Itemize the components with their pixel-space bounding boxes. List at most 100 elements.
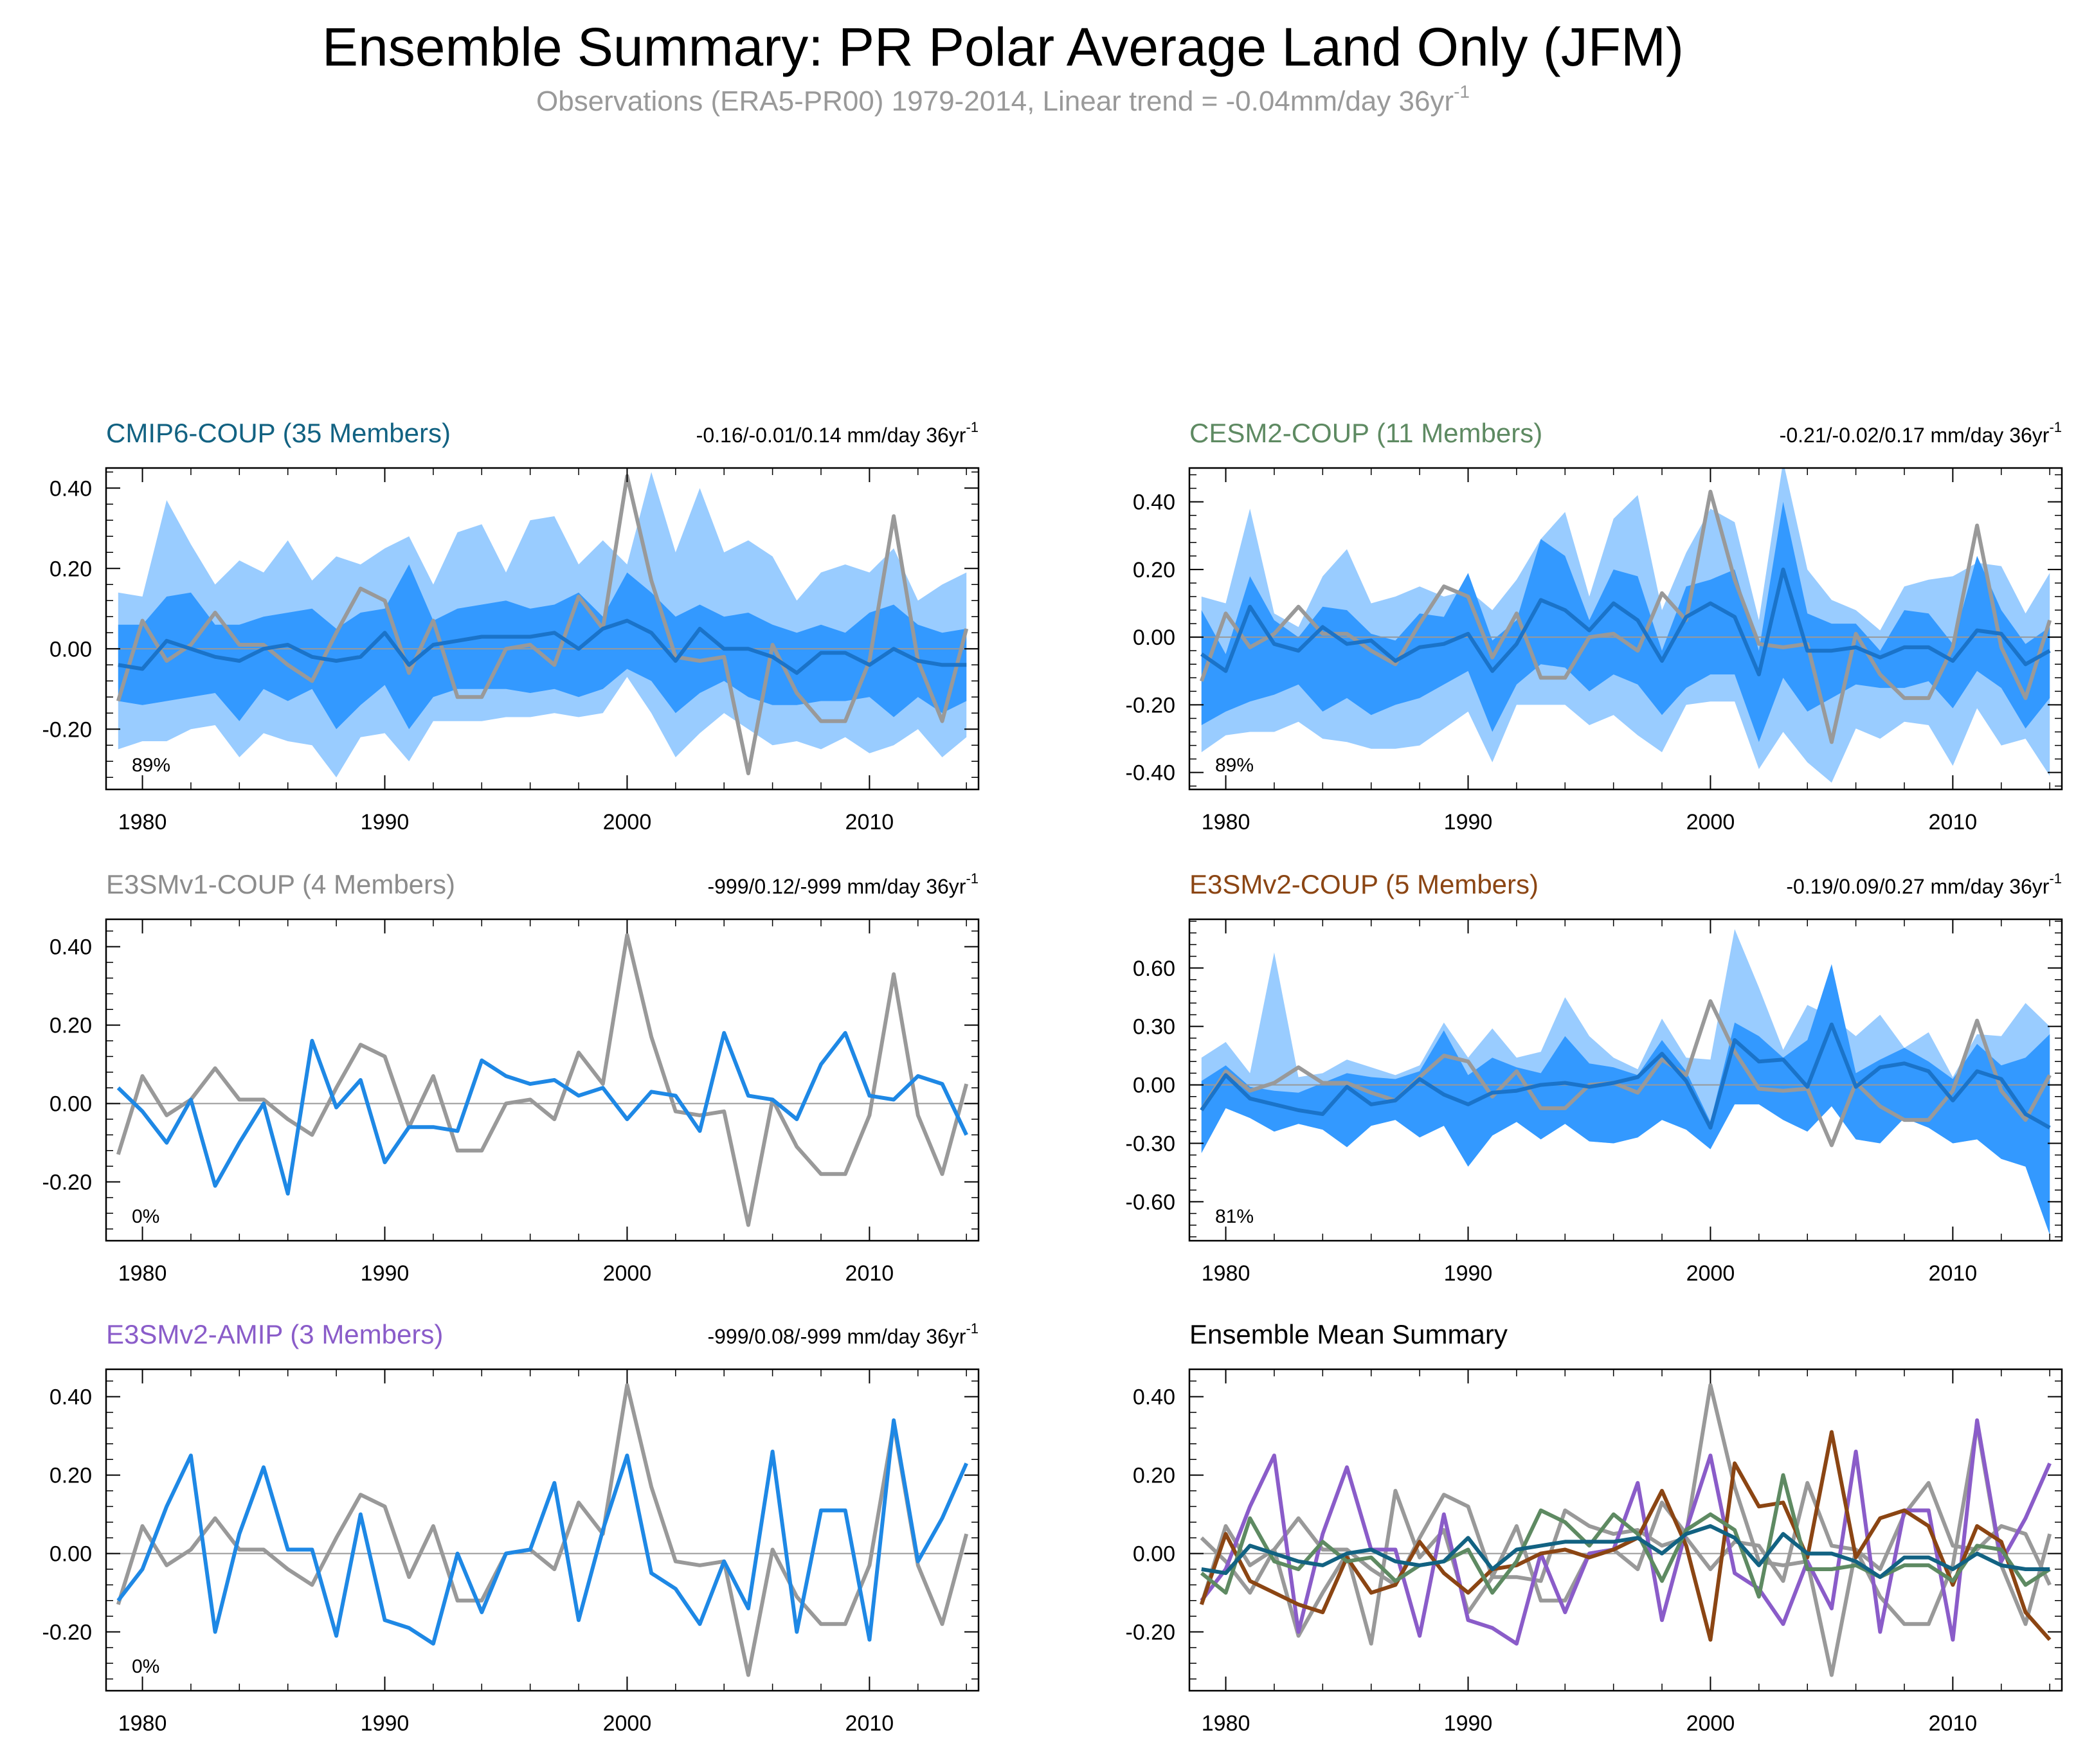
panel-title: E3SMv1-COUP (4 Members) (106, 869, 455, 899)
xtick-label: 2000 (1686, 1711, 1735, 1736)
xtick-label: 1980 (118, 1261, 167, 1286)
ytick-label: 0.00 (50, 637, 92, 662)
xtick-label: 1980 (1202, 1711, 1250, 1736)
ytick-label: 0.00 (1133, 1074, 1175, 1098)
ytick-label: 0.20 (1133, 558, 1175, 582)
xtick-label: 2000 (603, 810, 652, 834)
ytick-label: 0.00 (50, 1542, 92, 1567)
panel-title: Ensemble Mean Summary (1189, 1319, 1508, 1349)
ytick-label: -0.40 (1126, 761, 1176, 786)
band-inner (118, 564, 967, 730)
panel-trend-sup: -1 (966, 1320, 979, 1336)
panel-frame (105, 1368, 980, 1692)
xtick-label: 1990 (361, 1711, 410, 1736)
panel-cesm2: CESM2-COUP (11 Members) -0.21/-0.02/0.17 … (1126, 418, 2063, 834)
panel-percent-label: 0% (132, 1656, 159, 1677)
panel-frame (1188, 1368, 2063, 1692)
panel-trend-text: -999/0.12/-999 mm/day 36yr (707, 875, 966, 898)
ytick-label: 0.40 (50, 1385, 92, 1410)
ytick-label: 0.40 (1133, 1385, 1175, 1410)
panel-trend-sup: -1 (2049, 870, 2062, 887)
panel-percent-label: 0% (132, 1206, 159, 1227)
xtick-label: 1980 (1202, 1261, 1250, 1286)
panel-e3smv1: E3SMv1-COUP (4 Members) -999/0.12/-999 mm… (42, 869, 980, 1286)
panel-trend-label: -999/0.08/-999 mm/day 36yr-1 (707, 1320, 979, 1348)
ytick-label: 0.20 (50, 557, 92, 581)
panel-trend-label: -0.19/0.09/0.27 mm/day 36yr-1 (1786, 870, 2062, 898)
obs-line (116, 1383, 969, 1677)
ytick-label: 0.20 (50, 1014, 92, 1038)
ytick-label: -0.30 (1126, 1131, 1176, 1156)
panel-trend-text: -0.19/0.09/0.27 mm/day 36yr (1786, 875, 2049, 898)
ytick-label: 0.40 (50, 476, 92, 501)
obs-line (116, 933, 969, 1227)
panel-trend-text: -999/0.08/-999 mm/day 36yr (707, 1325, 966, 1348)
obs-line (1200, 999, 2052, 1148)
panel-trend-label: -0.21/-0.02/0.17 mm/day 36yr-1 (1780, 419, 2062, 447)
band-inner (1201, 501, 2050, 742)
member-line (1200, 1418, 2052, 1646)
panel-plot-area (1189, 929, 2062, 1235)
ytick-label: 0.00 (1133, 1542, 1175, 1567)
xtick-label: 2010 (1929, 1261, 1978, 1286)
panel-frame (105, 467, 980, 791)
ytick-label: 0.40 (1133, 491, 1175, 515)
panel-title: CESM2-COUP (11 Members) (1189, 418, 1542, 448)
xtick-label: 2010 (1929, 1711, 1978, 1736)
panel-trend-sup: -1 (966, 870, 979, 887)
ytick-label: 0.20 (50, 1464, 92, 1488)
xtick-label: 2000 (1686, 1261, 1735, 1286)
panel-frame (1188, 918, 2063, 1242)
xtick-label: 1980 (118, 810, 167, 834)
xtick-label: 1990 (1444, 1261, 1493, 1286)
ytick-label: 0.00 (1133, 626, 1175, 650)
panel-e3smv2coup: E3SMv2-COUP (5 Members) -0.19/0.09/0.27 m… (1126, 869, 2063, 1286)
obs-line (1199, 1383, 2052, 1677)
ytick-label: 0.30 (1133, 1015, 1175, 1040)
panel-plot-area (106, 472, 979, 778)
member-line (1200, 1473, 2051, 1599)
figure-title: Ensemble Summary: PR Polar Average Land … (322, 17, 1684, 77)
panel-plot-area (1189, 468, 2062, 783)
panel-percent-label: 81% (1215, 1206, 1254, 1227)
xtick-label: 1980 (1202, 810, 1250, 834)
ytick-label: -0.60 (1126, 1190, 1176, 1214)
panel-plot-area (106, 933, 979, 1227)
panels-container: CMIP6-COUP (35 Members) -0.16/-0.01/0.14 … (42, 418, 2063, 1736)
panel-frame (105, 918, 980, 1242)
member-line (1201, 1524, 2050, 1580)
ytick-label: 0.40 (50, 935, 92, 960)
panel-trend-text: -0.21/-0.02/0.17 mm/day 36yr (1780, 424, 2050, 447)
xtick-label: 1990 (361, 1261, 410, 1286)
figure-subtitle: Observations (ERA5-PR00) 1979-2014, Line… (536, 82, 1470, 117)
xtick-label: 2010 (845, 1261, 894, 1286)
mean-line (1200, 567, 2051, 677)
figure-subtitle-text: Observations (ERA5-PR00) 1979-2014, Line… (536, 86, 1454, 117)
xtick-label: 1990 (1444, 810, 1493, 834)
obs-line (1199, 489, 2052, 744)
xtick-label: 1980 (118, 1711, 167, 1736)
mean-line (1200, 1022, 2051, 1130)
xtick-label: 2000 (603, 1711, 652, 1736)
panel-trend-label: -999/0.12/-999 mm/day 36yr-1 (707, 870, 979, 898)
xtick-label: 2010 (845, 1711, 894, 1736)
xtick-label: 2000 (603, 1261, 652, 1286)
ytick-label: -0.20 (42, 1171, 93, 1195)
panel-title: CMIP6-COUP (35 Members) (106, 418, 451, 448)
ytick-label: -0.20 (1126, 1621, 1176, 1645)
ytick-label: 0.60 (1133, 957, 1175, 981)
panel-trend-sup: -1 (2049, 419, 2062, 435)
xtick-label: 1990 (361, 810, 410, 834)
panel-title: E3SMv2-COUP (5 Members) (1189, 869, 1539, 899)
panel-percent-label: 89% (1215, 755, 1254, 776)
ytick-label: -0.20 (1126, 693, 1176, 717)
ytick-label: 0.00 (50, 1092, 92, 1117)
panel-trend-label: -0.16/-0.01/0.14 mm/day 36yr-1 (696, 419, 979, 447)
panel-plot-area (1189, 1383, 2062, 1677)
panel-frame (1188, 467, 2063, 791)
xtick-label: 2000 (1686, 810, 1735, 834)
obs-line (116, 474, 969, 775)
ytick-label: 0.20 (1133, 1464, 1175, 1488)
xtick-label: 2010 (1929, 810, 1978, 834)
panel-percent-label: 89% (132, 755, 170, 776)
